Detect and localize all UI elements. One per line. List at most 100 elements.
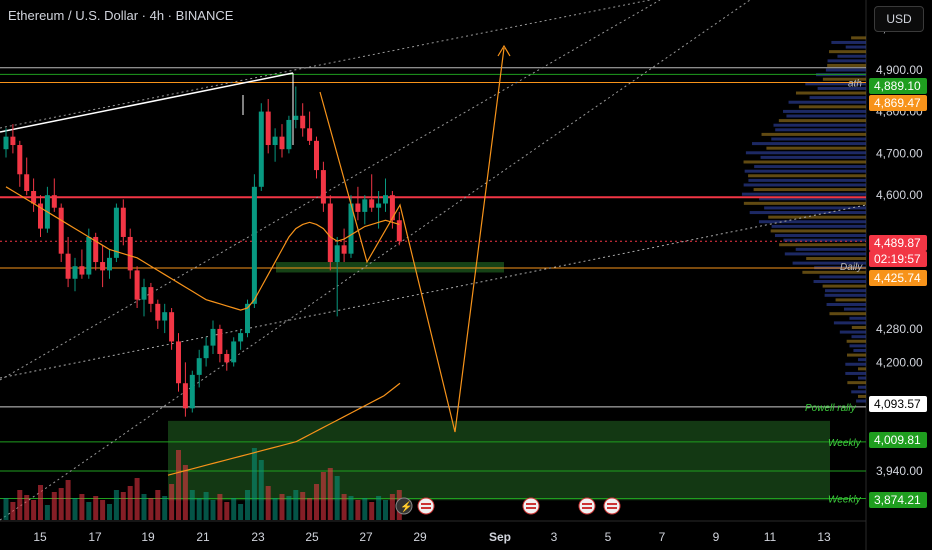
moving-average-orange [5, 186, 400, 311]
volume-bar [251, 448, 257, 520]
volume-bar [134, 478, 140, 520]
candle-body [10, 136, 16, 146]
candle-body [189, 374, 195, 409]
volume-profile-bar [753, 188, 866, 192]
volume-bar [86, 502, 92, 520]
volume-profile-bar [775, 128, 866, 132]
volume-profile-bar [754, 165, 866, 169]
candle-body [341, 245, 347, 254]
y-tick-label: 4,280.00 [876, 322, 923, 336]
moving-average-long [167, 382, 401, 476]
candle-body [320, 170, 326, 204]
volume-profile-bar [752, 142, 866, 146]
candle-body [113, 207, 119, 258]
volume-profile-bar [856, 399, 866, 403]
volume-bar [10, 502, 16, 520]
candle-body [51, 195, 57, 208]
candle-body [376, 203, 382, 208]
volume-profile-bar [833, 321, 866, 325]
volume-profile-bar [748, 174, 866, 178]
candle-body [38, 203, 43, 229]
candle-body [93, 236, 99, 263]
volume-profile-bar [825, 289, 866, 293]
volume-profile-bar [845, 362, 866, 366]
volume-profile-bar [743, 160, 866, 164]
candle-body [141, 287, 147, 300]
volume-bar [182, 465, 188, 520]
y-tick-label: 4,700.00 [876, 146, 923, 160]
volume-profile-bar [847, 353, 866, 357]
us-flag-icon [603, 497, 621, 515]
candles [3, 86, 402, 417]
volume-profile-bar [768, 215, 866, 219]
volume-profile-bar [849, 316, 866, 320]
volume-bar [107, 504, 112, 520]
candle-body [65, 253, 71, 279]
price-label-box [869, 396, 927, 412]
chart-title: Ethereum / U.S. Dollar · 4h · BINANCE [8, 8, 234, 23]
y-tick-label: 3,940.00 [876, 464, 923, 478]
volume-profile-bar [741, 192, 866, 196]
candle-body [389, 195, 395, 221]
x-tick-label: 3 [551, 530, 558, 544]
volume-profile-bar [851, 390, 866, 394]
volume-profile-bar [827, 63, 866, 67]
candle-body [203, 345, 209, 359]
candle-body [293, 115, 299, 120]
candle-body [210, 328, 216, 346]
volume-profile-bar [784, 252, 866, 256]
currency-selector[interactable]: USD [874, 6, 924, 32]
price-label-text: 4,889.10 [874, 79, 921, 93]
daily-zone [276, 262, 504, 273]
volume-profile-bar [825, 68, 866, 72]
lightning-glyph: ⚡ [400, 500, 412, 513]
volume-bar [258, 460, 264, 520]
x-tick-label: 13 [817, 530, 831, 544]
us-flag-stripe [607, 507, 617, 509]
y-tick-label: 4,900.00 [876, 63, 923, 77]
volume-bar [203, 492, 209, 520]
x-tick-label: 17 [88, 530, 102, 544]
level-label-4: Weekly [828, 494, 862, 505]
volume-profile-bar [783, 109, 866, 113]
volume-profile-bar [826, 302, 866, 306]
volume-bar [265, 486, 271, 520]
x-tick-label: 11 [764, 530, 777, 544]
us-flag-stripe [421, 507, 431, 509]
volume-profile-bar [798, 105, 866, 109]
volume-bar [348, 496, 354, 520]
volume-profile-bar [845, 45, 866, 49]
volume-profile-bar [792, 261, 866, 265]
candle-body [258, 111, 264, 187]
volume-profile-bar [788, 100, 866, 104]
x-tick-label: 19 [141, 530, 155, 544]
volume-bar [17, 490, 23, 520]
candle-body [362, 199, 368, 212]
candle-body [396, 220, 402, 242]
volume-bar [300, 492, 306, 520]
volume-bar [65, 480, 71, 520]
volume-profile-bar [802, 270, 866, 274]
trend-white-line [0, 72, 294, 133]
volume-profile-bar [839, 330, 866, 334]
volume-profile-bar [822, 77, 866, 81]
candle-body [327, 203, 333, 263]
volume-profile-bar [773, 123, 866, 127]
volume-bar [383, 500, 388, 520]
y-tick-label: 4,200.00 [876, 355, 923, 369]
volume-bar [58, 488, 64, 520]
volume-profile-bar [858, 367, 866, 371]
candle-body [162, 312, 168, 321]
volume-profile-bar [837, 54, 866, 58]
volume-bar [120, 492, 126, 520]
volume-profile-bar [743, 183, 866, 187]
volume-profile-bar [813, 280, 866, 284]
volume-bar [314, 484, 319, 520]
volume-bar [24, 495, 30, 520]
candle-body [107, 257, 112, 271]
candle-body [217, 328, 223, 354]
volume-profile-bar [745, 151, 866, 155]
price-label-text: 3,874.21 [874, 493, 921, 507]
volume-profile-bar [843, 307, 866, 311]
